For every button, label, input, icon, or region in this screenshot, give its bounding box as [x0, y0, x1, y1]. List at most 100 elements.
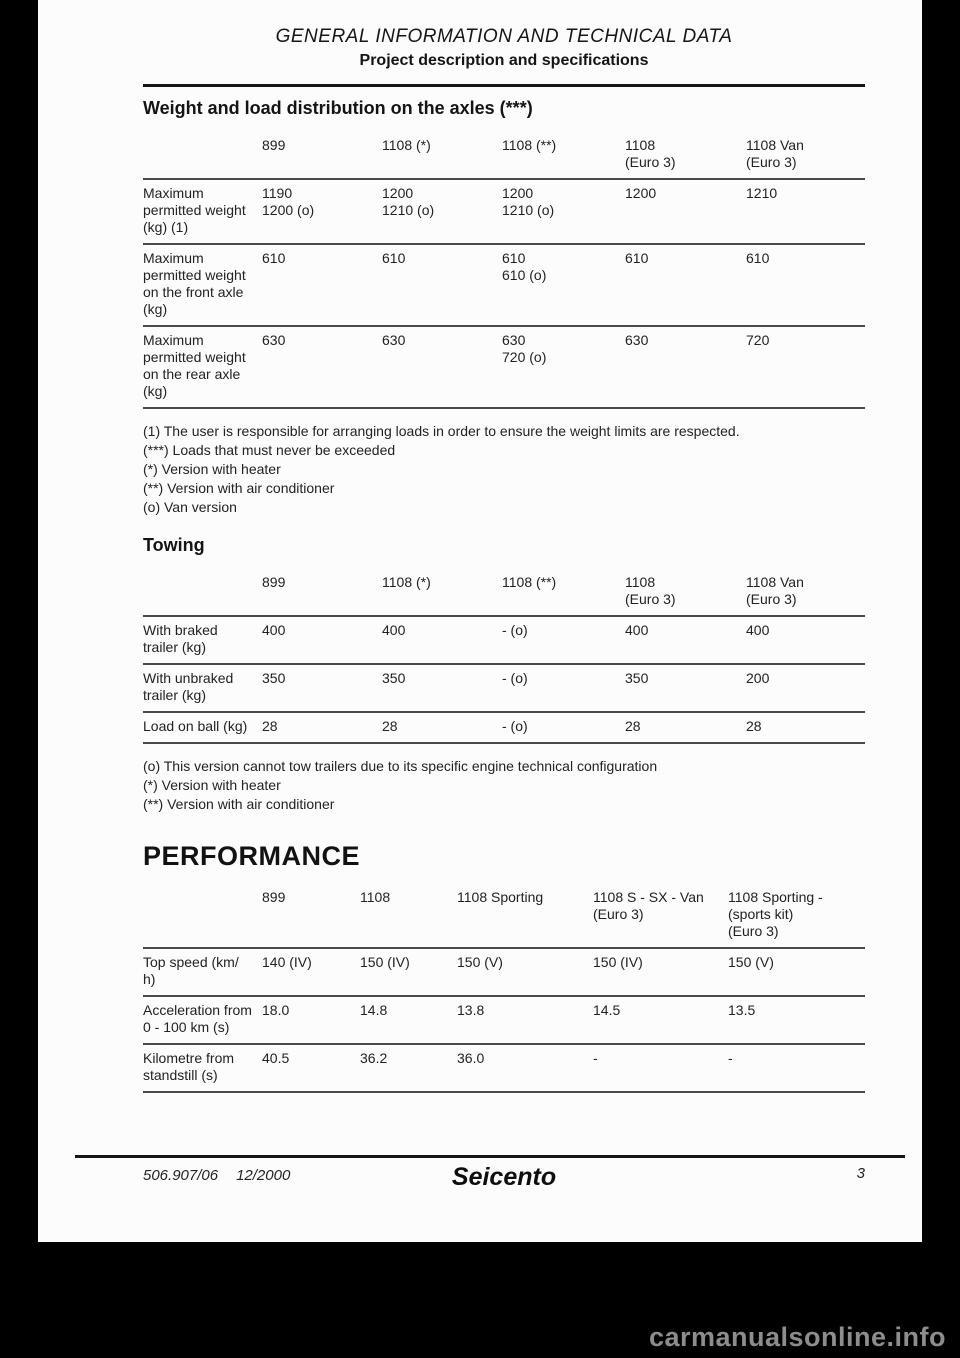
section-heading-performance: PERFORMANCE [143, 841, 361, 871]
table-row: Maximum permitted weight (kg) (1) 1190 1… [143, 179, 865, 245]
footer-divider [75, 1155, 905, 1158]
cell: 28 [382, 712, 502, 744]
manual-page: GENERAL INFORMATION AND TECHNICAL DATA P… [38, 0, 922, 1242]
row-label: Acceleration from 0 - 100 km (s) [143, 996, 262, 1045]
cell: 400 [746, 616, 865, 665]
column-header: 899 [262, 569, 382, 617]
cell: - (o) [502, 616, 625, 665]
section-heading-weight: Weight and load distribution on the axle… [143, 98, 533, 118]
cell: 350 [262, 664, 382, 713]
cell: 1200 [625, 179, 746, 245]
column-header: 1108 Van (Euro 3) [746, 132, 865, 180]
towing-table: 899 1108 (*) 1108 (**) 1108 (Euro 3) 110… [143, 569, 865, 744]
table-row: Maximum permitted weight on the rear axl… [143, 326, 865, 409]
cell: 610 [625, 244, 746, 327]
cell: 14.5 [593, 996, 728, 1045]
cell: 28 [625, 712, 746, 744]
column-header: 1108 (*) [382, 569, 502, 617]
weight-footnotes: (1) The user is responsible for arrangin… [143, 422, 865, 517]
table-row: Acceleration from 0 - 100 km (s) 18.0 14… [143, 996, 865, 1045]
cell: 150 (V) [457, 948, 593, 997]
cell: 28 [262, 712, 382, 744]
header-divider [143, 84, 865, 87]
cell: 18.0 [262, 996, 360, 1045]
column-header: 1108 (Euro 3) [625, 132, 746, 180]
cell: 610 [746, 244, 865, 327]
footnote: (*) Version with heater [143, 777, 281, 793]
footnote: (*) Version with heater [143, 461, 281, 477]
row-label: Kilometre from standstill (s) [143, 1044, 262, 1093]
row-label: Maximum permitted weight on the front ax… [143, 244, 262, 327]
cell: 720 [746, 326, 865, 409]
cell: 630 720 (o) [502, 326, 625, 409]
weight-table: 899 1108 (*) 1108 (**) 1108 (Euro 3) 110… [143, 132, 865, 409]
cell: 14.8 [360, 996, 457, 1045]
column-header: 899 [262, 884, 360, 949]
cell: 1210 [746, 179, 865, 245]
doc-date: 12/2000 [236, 1167, 291, 1184]
cell: 630 [262, 326, 382, 409]
cell: 1200 1210 (o) [502, 179, 625, 245]
column-header: 899 [262, 132, 382, 180]
chapter-subtitle: Project description and specifications [359, 52, 649, 69]
row-label: With braked trailer (kg) [143, 616, 262, 665]
weight-table-header-row: 899 1108 (*) 1108 (**) 1108 (Euro 3) 110… [143, 132, 865, 180]
column-header: 1108 Van (Euro 3) [746, 569, 865, 617]
doc-ref-number: 506.907/06 [143, 1167, 219, 1184]
table-row: Maximum permitted weight on the front ax… [143, 244, 865, 327]
column-header: 1108 [360, 884, 457, 949]
cell: 350 [625, 664, 746, 713]
cell: - [728, 1044, 865, 1093]
cell: 400 [625, 616, 746, 665]
column-header-empty [143, 132, 262, 180]
row-label: With unbraked trailer (kg) [143, 664, 262, 713]
cell: 610 [262, 244, 382, 327]
row-label: Maximum permitted weight on the rear axl… [143, 326, 262, 409]
section-heading-towing: Towing [143, 535, 205, 555]
performance-table-header-row: 899 1108 1108 Sporting 1108 S - SX - Van… [143, 884, 865, 949]
footnote: (o) This version cannot tow trailers due… [143, 758, 658, 774]
cell: 13.8 [457, 996, 593, 1045]
chapter-title: GENERAL INFORMATION AND TECHNICAL DATA [275, 26, 733, 47]
cell: 150 (V) [728, 948, 865, 997]
cell: 40.5 [262, 1044, 360, 1093]
row-label: Top speed (km/ h) [143, 948, 262, 997]
table-row: Load on ball (kg) 28 28 - (o) 28 28 [143, 712, 865, 744]
cell: 140 (IV) [262, 948, 360, 997]
column-header: 1108 (**) [502, 569, 625, 617]
page-content: GENERAL INFORMATION AND TECHNICAL DATA P… [143, 0, 865, 1093]
row-label: Load on ball (kg) [143, 712, 262, 744]
cell: 36.2 [360, 1044, 457, 1093]
performance-table: 899 1108 1108 Sporting 1108 S - SX - Van… [143, 884, 865, 1093]
cell: 630 [382, 326, 502, 409]
cell: 350 [382, 664, 502, 713]
cell: 200 [746, 664, 865, 713]
cell: 150 (IV) [593, 948, 728, 997]
cell: 1200 1210 (o) [382, 179, 502, 245]
cell: - [593, 1044, 728, 1093]
cell: - (o) [502, 664, 625, 713]
cell: 150 (IV) [360, 948, 457, 997]
page-footer: 506.907/06 12/2000 Seicento 3 [143, 1163, 865, 1193]
column-header-empty [143, 569, 262, 617]
cell: 400 [262, 616, 382, 665]
cell: 630 [625, 326, 746, 409]
towing-footnotes: (o) This version cannot tow trailers due… [143, 757, 865, 814]
footnote: (**) Version with air conditioner [143, 480, 335, 496]
watermark-text: carmanualsonline.info [648, 1322, 946, 1352]
column-header: 1108 Sporting - (sports kit) (Euro 3) [728, 884, 865, 949]
cell: 610 [382, 244, 502, 327]
column-header: 1108 (Euro 3) [625, 569, 746, 617]
cell: - (o) [502, 712, 625, 744]
column-header: 1108 Sporting [457, 884, 593, 949]
cell: 400 [382, 616, 502, 665]
model-name: Seicento [451, 1163, 557, 1191]
table-row: With braked trailer (kg) 400 400 - (o) 4… [143, 616, 865, 665]
footnote: (1) The user is responsible for arrangin… [143, 423, 740, 439]
cell: 28 [746, 712, 865, 744]
table-row: Top speed (km/ h) 140 (IV) 150 (IV) 150 … [143, 948, 865, 997]
column-header: 1108 (**) [502, 132, 625, 180]
table-row: Kilometre from standstill (s) 40.5 36.2 … [143, 1044, 865, 1093]
cell: 36.0 [457, 1044, 593, 1093]
